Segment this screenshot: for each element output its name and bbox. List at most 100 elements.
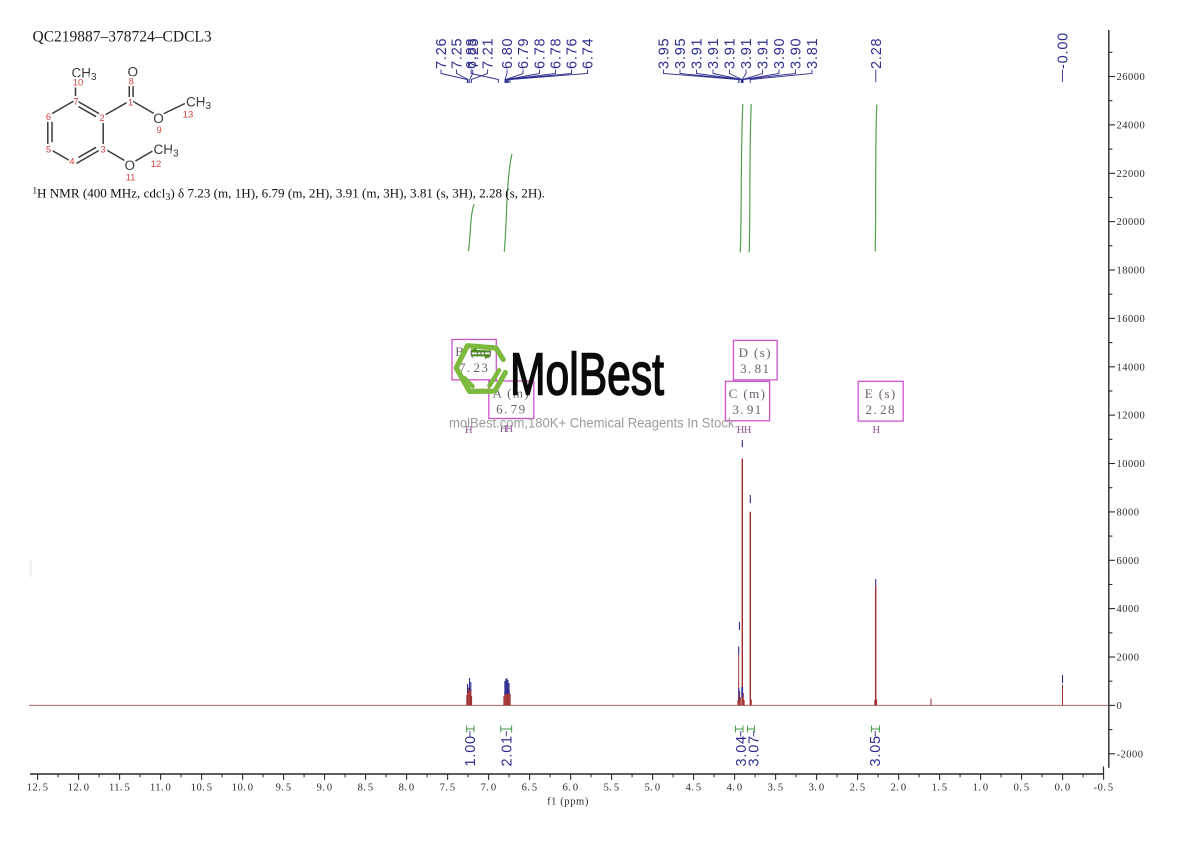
svg-text:-0.5: -0. 5 (1094, 783, 1114, 794)
svg-text:H: H (500, 424, 508, 435)
svg-text:3: 3 (100, 145, 105, 156)
svg-text:12000: 12000 (1117, 411, 1146, 422)
svg-text:4: 4 (69, 157, 74, 168)
svg-text:3.07: 3.07 (747, 735, 763, 766)
svg-text:10: 10 (73, 78, 84, 89)
svg-text:8: 8 (129, 77, 134, 88)
svg-text:0.0: 0. 0 (1055, 783, 1071, 794)
svg-text:f1 (ppm): f1 (ppm) (547, 797, 589, 808)
svg-text:3.04: 3.04 (734, 735, 750, 766)
svg-text:1: 1 (128, 98, 133, 109)
svg-text:8000: 8000 (1117, 508, 1140, 519)
svg-text:H: H (744, 425, 752, 436)
svg-text:3.91: 3.91 (723, 38, 739, 69)
svg-text:7.5: 7. 5 (440, 783, 456, 794)
svg-text:16000: 16000 (1117, 314, 1146, 325)
svg-text:4000: 4000 (1117, 604, 1140, 615)
svg-text:6.76: 6.76 (565, 38, 581, 69)
svg-text:10000: 10000 (1117, 459, 1146, 470)
svg-text:14000: 14000 (1117, 362, 1146, 373)
svg-text:3.0: 3. 0 (809, 783, 825, 794)
svg-text:QC219887–378724–CDCL3: QC219887–378724–CDCL3 (33, 29, 212, 46)
svg-text:8.5: 8. 5 (358, 783, 374, 794)
svg-text:O: O (153, 111, 164, 126)
svg-text:6000: 6000 (1117, 556, 1140, 567)
svg-text:0: 0 (1117, 701, 1123, 712)
svg-text:7.26: 7.26 (434, 38, 450, 69)
svg-text:26000: 26000 (1117, 72, 1146, 83)
svg-text:9.0: 9. 0 (317, 783, 333, 794)
svg-text:H: H (505, 424, 513, 435)
svg-text:O: O (125, 158, 136, 173)
svg-text:3.91: 3.91 (732, 402, 762, 417)
svg-text:11: 11 (126, 173, 136, 184)
svg-text:7.21: 7.21 (481, 38, 497, 69)
svg-text:3.91: 3.91 (706, 38, 722, 69)
svg-text:5.0: 5. 0 (645, 783, 661, 794)
svg-text:1H NMR (400 MHz, cdcl3) δ 7.23: 1H NMR (400 MHz, cdcl3) δ 7.23 (m, 1H), … (33, 186, 545, 204)
svg-text:molBest.com,180K+ Chemical Rea: molBest.com,180K+ Chemical Reagents In S… (449, 415, 738, 431)
svg-text:1.5: 1. 5 (932, 783, 948, 794)
svg-text:6.78: 6.78 (533, 38, 549, 69)
svg-text:7.25: 7.25 (450, 38, 466, 69)
svg-text:6.79: 6.79 (496, 402, 526, 417)
svg-text:6.80: 6.80 (500, 38, 516, 69)
svg-text:13: 13 (183, 110, 194, 121)
svg-text:3.91: 3.91 (690, 38, 706, 69)
svg-text:6.0: 6. 0 (563, 783, 579, 794)
svg-text:0.5: 0. 5 (1014, 783, 1030, 794)
svg-text:2.0: 2. 0 (891, 783, 907, 794)
svg-text:3.90: 3.90 (789, 38, 805, 69)
svg-text:3.91: 3.91 (756, 38, 772, 69)
svg-text:12.0: 12. 0 (68, 783, 90, 794)
svg-text:3.95: 3.95 (673, 38, 689, 69)
svg-text:H: H (873, 425, 881, 436)
svg-text:4.5: 4. 5 (686, 783, 702, 794)
svg-text:12.5: 12. 5 (27, 783, 49, 794)
svg-text:10.5: 10. 5 (191, 783, 213, 794)
svg-text:MolBest: MolBest (510, 342, 664, 408)
svg-text:9: 9 (157, 125, 162, 136)
svg-text:6.88: 6.88 (464, 38, 480, 69)
svg-text:3.5: 3. 5 (768, 783, 784, 794)
svg-text:3.05: 3.05 (868, 735, 884, 766)
svg-text:2000: 2000 (1117, 653, 1140, 664)
svg-text:3.95: 3.95 (657, 38, 673, 69)
svg-text:H: H (465, 425, 473, 436)
svg-text:6.78: 6.78 (549, 38, 565, 69)
svg-text:3.81: 3.81 (740, 361, 770, 376)
svg-text:2.28: 2.28 (866, 402, 896, 417)
svg-text:6.74: 6.74 (581, 38, 597, 69)
svg-text:2.01: 2.01 (499, 735, 515, 766)
svg-text:7.23: 7.23 (466, 38, 482, 69)
svg-text:CH3: CH3 (154, 142, 180, 160)
svg-text:9.5: 9. 5 (276, 783, 292, 794)
svg-text:3.81: 3.81 (805, 38, 821, 69)
svg-text:2: 2 (99, 113, 104, 124)
svg-text:3.90: 3.90 (772, 38, 788, 69)
svg-text:2.28: 2.28 (869, 38, 885, 69)
svg-text:1.00: 1.00 (463, 735, 479, 766)
svg-text:12: 12 (151, 159, 162, 170)
svg-text:4.0: 4. 0 (727, 783, 743, 794)
svg-text:11.5: 11. 5 (109, 783, 130, 794)
svg-text:10.0: 10. 0 (232, 783, 254, 794)
svg-text:24000: 24000 (1117, 121, 1146, 132)
svg-text:E (s): E (s) (865, 386, 897, 401)
svg-text:11.0: 11. 0 (150, 783, 171, 794)
svg-text:7.23: 7.23 (459, 360, 489, 375)
svg-text:1.0: 1. 0 (973, 783, 989, 794)
svg-text:-0.00: -0.00 (1055, 32, 1071, 69)
svg-text:8.0: 8. 0 (399, 783, 415, 794)
svg-text:A (m): A (m) (492, 386, 530, 401)
svg-text:6.79: 6.79 (516, 38, 532, 69)
svg-text:6.5: 6. 5 (522, 783, 538, 794)
svg-text:18000: 18000 (1117, 266, 1146, 277)
svg-text:6: 6 (46, 112, 51, 123)
svg-text:22000: 22000 (1117, 169, 1146, 180)
svg-text:D (s): D (s) (739, 345, 772, 360)
svg-text:-2000: -2000 (1117, 749, 1144, 760)
svg-text:3.91: 3.91 (739, 38, 755, 69)
svg-text:H: H (737, 425, 745, 436)
svg-text:2.5: 2. 5 (850, 783, 866, 794)
